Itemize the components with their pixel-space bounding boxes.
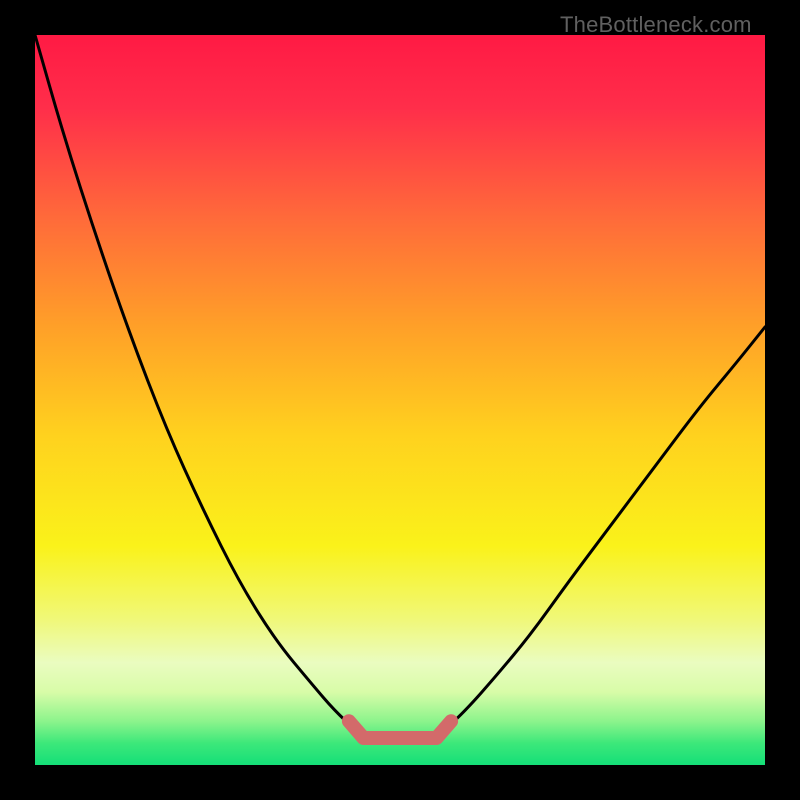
highlight-path (349, 721, 451, 738)
watermark-label: TheBottleneck.com (560, 12, 752, 38)
v-curve-right-path (444, 327, 765, 731)
v-curve-left-path (35, 35, 356, 731)
chart-stage: TheBottleneck.com (0, 0, 800, 800)
plot-area (35, 35, 765, 765)
curve-overlay (35, 35, 765, 765)
